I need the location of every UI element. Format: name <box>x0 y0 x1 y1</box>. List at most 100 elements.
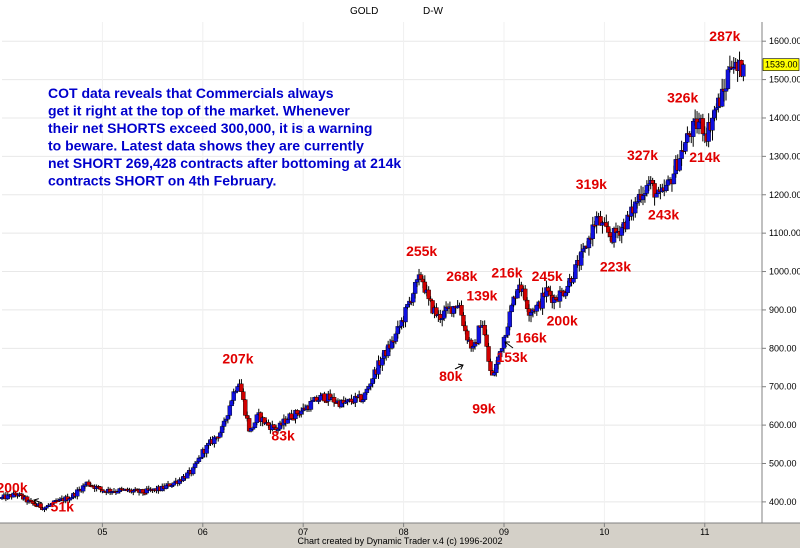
candle-down <box>650 180 655 184</box>
candle-down <box>418 274 424 280</box>
candle-up <box>343 401 348 404</box>
candle-up <box>198 457 204 460</box>
candle-up <box>507 311 512 328</box>
candle-down <box>322 393 327 402</box>
candle-down <box>700 118 706 135</box>
candle-down <box>239 383 244 392</box>
candle-up <box>723 88 729 92</box>
y-tick-label: 1000.00 <box>769 267 800 277</box>
x-tick-label: 10 <box>599 527 609 537</box>
candle-down <box>524 299 530 309</box>
candle-down <box>30 501 36 504</box>
pointer-arrow <box>33 499 43 504</box>
last-price-label: 1539.00 <box>765 60 798 70</box>
candle-up <box>719 88 725 107</box>
candle-down <box>523 288 528 301</box>
y-tick-label: 1300.00 <box>769 151 800 161</box>
cot-annotation: 83k <box>271 427 295 443</box>
candle-up <box>366 386 372 390</box>
candle-up <box>654 193 659 198</box>
candle-up <box>690 121 696 137</box>
cot-annotation: 243k <box>648 207 679 223</box>
candle-up <box>364 388 370 393</box>
candle-up <box>731 67 736 70</box>
candle-down <box>241 391 246 400</box>
candle-up <box>318 395 323 401</box>
candle-up <box>370 378 375 384</box>
y-axis: 400.00 500.00 600.00 700.00 800.00 900.00 1000… <box>762 36 800 507</box>
candle-up <box>640 195 646 201</box>
candle-up <box>710 117 715 131</box>
candle-up <box>115 491 121 494</box>
candle-down <box>486 346 491 362</box>
candle-up <box>635 201 640 204</box>
cot-annotation: 255k <box>406 243 437 259</box>
candle-up <box>503 334 509 338</box>
arrows <box>33 341 514 505</box>
y-tick-label: 400.00 <box>769 497 797 507</box>
candle-down <box>98 486 103 490</box>
candle-up <box>393 333 399 342</box>
candle-up <box>190 467 196 475</box>
pointer-arrow <box>504 341 514 349</box>
cot-annotation: 216k <box>491 264 522 280</box>
candle-up <box>299 410 304 415</box>
candle-up <box>683 142 688 152</box>
chart-symbol: GOLD <box>350 6 378 17</box>
pointer-arrow <box>454 364 464 370</box>
y-tick-label: 600.00 <box>769 420 797 430</box>
candle-up <box>642 193 648 196</box>
candle-up <box>225 415 231 420</box>
candle-up <box>0 496 5 499</box>
x-tick-label: 07 <box>298 527 308 537</box>
candle-up <box>219 426 225 434</box>
candle-up <box>625 214 630 230</box>
candle-up <box>528 312 534 316</box>
candle-down <box>546 287 551 292</box>
last-price-box <box>762 58 800 71</box>
candle-up <box>221 420 227 427</box>
candle-up <box>494 363 499 373</box>
candle-down <box>548 290 553 296</box>
candle-down <box>245 415 250 419</box>
candle-up <box>217 432 223 438</box>
candle-down <box>459 305 464 316</box>
candle-up <box>741 64 746 77</box>
candle-down <box>140 489 146 494</box>
candle-up <box>712 109 717 119</box>
candle-down <box>461 315 466 326</box>
candle-up <box>440 318 445 321</box>
candle-down <box>482 325 487 336</box>
candle-up <box>169 485 175 487</box>
note-line: their net SHORTS exceed 300,000, it is a… <box>48 120 372 136</box>
candle-down <box>266 422 271 426</box>
candles <box>0 51 746 513</box>
note-line: COT data reveals that Commercials always <box>48 85 334 101</box>
candle-up <box>696 121 702 130</box>
cot-annotation: 80k <box>439 368 463 384</box>
x-tick-label: 08 <box>399 527 409 537</box>
cot-annotation: 245k <box>532 268 563 284</box>
candle-up <box>82 484 88 487</box>
candle-up <box>412 282 418 294</box>
candle-up <box>185 472 190 479</box>
candle-up <box>571 278 576 283</box>
candle-down <box>428 298 433 301</box>
grid <box>2 22 762 523</box>
candle-up <box>405 304 410 308</box>
candle-up <box>235 386 240 392</box>
candle-up <box>505 326 511 336</box>
note-line: contracts SHORT on 4th February. <box>48 173 276 189</box>
candle-up <box>470 345 476 349</box>
x-axis: 05 06 07 08 09 10 11 <box>97 523 709 537</box>
candle-down <box>426 289 431 300</box>
candle-up <box>534 304 540 312</box>
x-axis-band <box>0 523 800 548</box>
candle-up <box>254 414 260 423</box>
candle-down <box>607 232 613 237</box>
candle-up <box>590 224 595 239</box>
last-price-marker: 1539.00 <box>762 58 800 71</box>
candle-up <box>644 185 650 194</box>
candle-up <box>223 419 229 422</box>
